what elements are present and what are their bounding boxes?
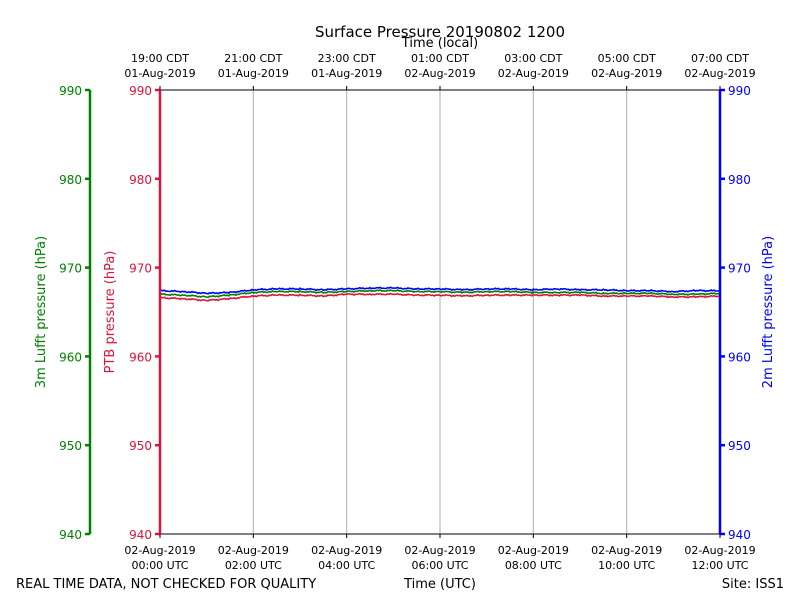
site-label: Site: ISS1 [722,577,784,592]
x-tick-label-time: 10:00 UTC [598,559,655,572]
ptb-y-tick-label: 990 [129,84,152,98]
ptb-y-tick-label: 980 [129,173,152,187]
top-x-tick-label-time: 05:00 CDT [598,52,656,65]
x-tick-label-time: 12:00 UTC [691,559,748,572]
top-x-tick-label-date: 01-Aug-2019 [218,67,289,80]
lufft3m-y-tick-label: 960 [59,350,82,364]
ptb-y-tick-label: 940 [129,528,152,542]
top-x-tick-label-time: 01:00 CDT [411,52,469,65]
series-lines [159,286,721,302]
x-tick-label-date: 02-Aug-2019 [404,544,475,557]
x-tick-label-date: 02-Aug-2019 [218,544,289,557]
lufft2m-y-tick-label: 950 [728,439,751,453]
lufft2m-axis-title: 2m Lufft pressure (hPa) [761,236,776,388]
x-tick-label-time: 06:00 UTC [411,559,468,572]
lufft2m-y-tick-label: 960 [728,350,751,364]
lufft3m-y-tick-label: 950 [59,439,82,453]
x-tick-label-time: 02:00 UTC [225,559,282,572]
lufft2m-y-tick-label: 980 [728,173,751,187]
x-tick-label-date: 02-Aug-2019 [684,544,755,557]
ptb-y-tick-label: 950 [129,439,152,453]
ptb-y-tick-label: 960 [129,350,152,364]
series-line [159,292,721,302]
y-axis-ticks: 940 950 960 970 980 990 940 950 960 970 980 990 940 9… [59,84,751,542]
top-x-tick-label-time: 07:00 CDT [691,52,749,65]
top-x-tick-label-time: 19:00 CDT [131,52,189,65]
x-tick-label-date: 02-Aug-2019 [591,544,662,557]
top-x-axis-title: Time (local) [401,36,478,51]
series-line [159,286,721,295]
x-tick-label-time: 08:00 UTC [505,559,562,572]
x-axis-ticks: 02-Aug-2019 00:00 UTC 19:00 CDT 01-Aug-2019… [124,52,755,572]
lufft2m-y-tick-label: 970 [728,262,751,276]
top-x-tick-label-date: 01-Aug-2019 [311,67,382,80]
top-x-tick-label-date: 02-Aug-2019 [684,67,755,80]
top-x-tick-label-time: 21:00 CDT [224,52,282,65]
x-tick-label-date: 02-Aug-2019 [311,544,382,557]
x-tick-label-time: 00:00 UTC [131,559,188,572]
quality-disclaimer: REAL TIME DATA, NOT CHECKED FOR QUALITY [16,577,316,592]
x-axis-title: Time (UTC) [403,577,476,592]
lufft2m-y-tick-label: 940 [728,528,751,542]
lufft3m-axis-title: 3m Lufft pressure (hPa) [34,236,49,388]
lufft3m-y-tick-label: 980 [59,173,82,187]
top-x-tick-label-time: 23:00 CDT [318,52,376,65]
top-x-tick-label-date: 02-Aug-2019 [404,67,475,80]
top-x-tick-label-date: 02-Aug-2019 [498,67,569,80]
top-x-tick-label-time: 03:00 CDT [504,52,562,65]
top-x-tick-label-date: 02-Aug-2019 [591,67,662,80]
lufft3m-y-tick-label: 940 [59,528,82,542]
lufft2m-y-tick-label: 990 [728,84,751,98]
chart-title: Surface Pressure 20190802 1200 [315,23,565,41]
lufft3m-y-tick-label: 970 [59,262,82,276]
ptb-y-tick-label: 970 [129,262,152,276]
x-tick-label-date: 02-Aug-2019 [498,544,569,557]
series-line [159,289,721,299]
x-tick-label-time: 04:00 UTC [318,559,375,572]
x-tick-label-date: 02-Aug-2019 [124,544,195,557]
lufft3m-y-tick-label: 990 [59,84,82,98]
top-x-tick-label-date: 01-Aug-2019 [124,67,195,80]
ptb-axis-title: PTB pressure (hPa) [103,251,118,374]
vertical-gridlines [252,90,628,534]
